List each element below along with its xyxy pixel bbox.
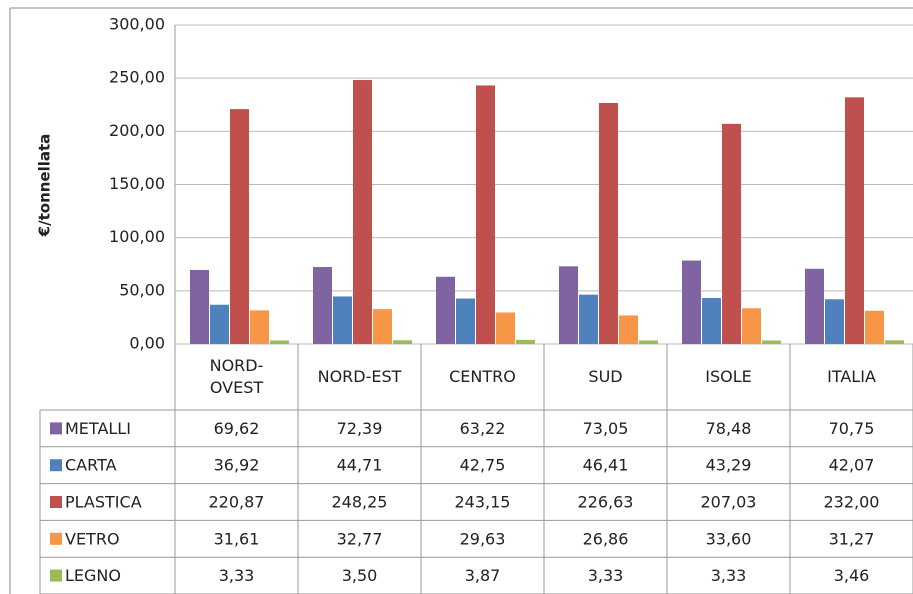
data-label: 70,75 [829, 419, 875, 438]
data-label: 220,87 [209, 493, 265, 512]
bar [496, 312, 515, 344]
bar [805, 268, 824, 344]
y-tick-label: 200,00 [109, 121, 165, 140]
data-label: 207,03 [701, 493, 757, 512]
data-label: 72,39 [337, 419, 383, 438]
x-tick-label: NORD-EST [317, 367, 402, 386]
data-label: 26,86 [583, 529, 629, 548]
y-tick-label: 300,00 [109, 15, 165, 34]
legend-swatch [50, 422, 62, 435]
legend-swatch [50, 496, 62, 508]
bar [353, 80, 372, 344]
bar [210, 304, 229, 344]
data-label: 31,61 [214, 529, 260, 548]
bar [436, 276, 455, 344]
bar [456, 298, 475, 344]
data-label: 226,63 [578, 493, 634, 512]
data-label: 3,33 [711, 566, 747, 585]
data-label: 78,48 [706, 419, 752, 438]
legend-label: METALLI [65, 419, 131, 438]
x-tick-label: ISOLE [705, 367, 752, 386]
data-label: 3,50 [342, 566, 378, 585]
data-label: 31,27 [829, 529, 875, 548]
legend-swatch [50, 569, 62, 582]
data-label: 248,25 [332, 493, 388, 512]
x-tick-label: NORD-OVEST [209, 356, 264, 397]
bar [270, 340, 289, 344]
bar [865, 310, 884, 344]
bar [190, 269, 209, 344]
y-axis-label: €/tonnellata [36, 134, 54, 238]
bar [579, 294, 598, 344]
data-label: 46,41 [583, 456, 629, 475]
bar [476, 85, 495, 344]
data-label: 3,87 [465, 566, 501, 585]
data-label: 243,15 [455, 493, 511, 512]
data-label: 73,05 [583, 419, 629, 438]
data-label: 232,00 [824, 493, 880, 512]
data-label: 29,63 [460, 529, 506, 548]
data-label: 63,22 [460, 419, 506, 438]
bar [885, 340, 904, 344]
x-tick-label: SUD [588, 367, 623, 386]
data-label: 43,29 [706, 456, 752, 475]
bar [682, 260, 701, 344]
data-label: 36,92 [214, 456, 260, 475]
bar [516, 339, 535, 344]
bar [639, 340, 658, 344]
legend-label: VETRO [65, 529, 120, 548]
data-label: 42,75 [460, 456, 506, 475]
y-tick-label: 250,00 [109, 68, 165, 87]
data-label: 3,33 [219, 566, 255, 585]
data-label: 44,71 [337, 456, 383, 475]
legend-label: CARTA [65, 456, 117, 475]
data-label: 42,07 [829, 456, 875, 475]
x-tick-label: CENTRO [449, 367, 516, 386]
x-tick-label: ITALIA [827, 367, 876, 386]
bar [742, 308, 761, 344]
legend-swatch [50, 459, 62, 472]
bar [619, 315, 638, 344]
y-tick-label: 0,00 [129, 334, 165, 353]
bar [313, 267, 332, 344]
bar [762, 340, 781, 344]
bar [702, 297, 721, 344]
bar [845, 97, 864, 344]
bar [825, 299, 844, 344]
bar [333, 296, 352, 344]
bar [393, 340, 412, 344]
bar [599, 103, 618, 344]
legend-swatch [50, 532, 62, 545]
bar [559, 266, 578, 344]
bar [250, 310, 269, 344]
y-tick-label: 100,00 [109, 227, 165, 246]
legend-label: LEGNO [65, 566, 121, 585]
data-label: 32,77 [337, 529, 383, 548]
legend-label: PLASTICA [65, 493, 142, 512]
y-tick-label: 150,00 [109, 174, 165, 193]
bar [230, 109, 249, 344]
data-label: 33,60 [706, 529, 752, 548]
data-label: 69,62 [214, 419, 260, 438]
bar [373, 309, 392, 344]
y-tick-label: 50,00 [119, 280, 165, 299]
data-label: 3,33 [588, 566, 624, 585]
data-label: 3,46 [834, 566, 870, 585]
bar [722, 123, 741, 345]
